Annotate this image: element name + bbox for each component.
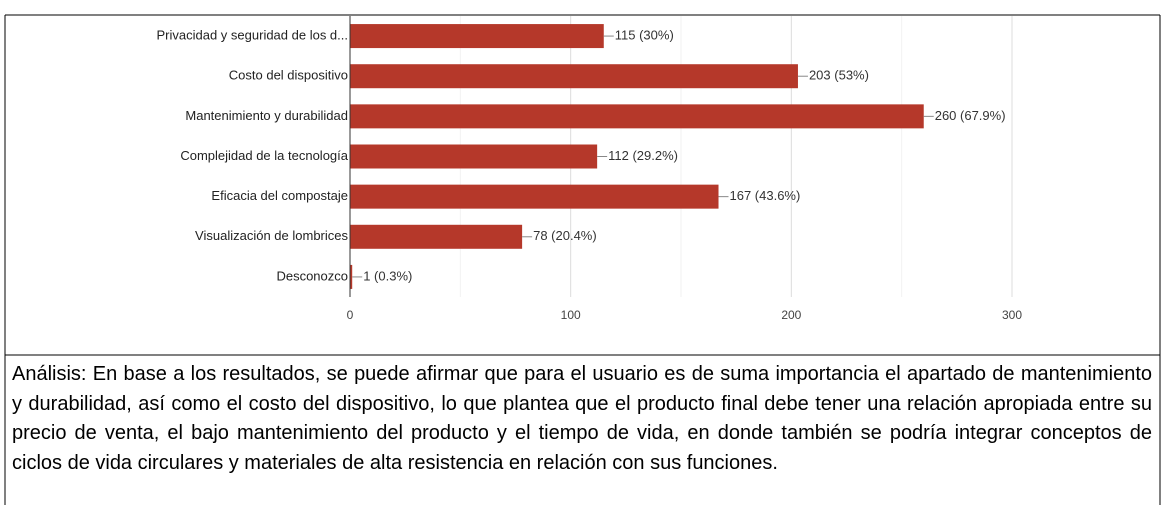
bar — [350, 144, 598, 169]
y-tick-label: Privacidad y seguridad de los d... — [157, 28, 349, 43]
bar — [350, 184, 719, 209]
y-tick-label: Eficacia del compostaje — [211, 188, 348, 203]
data-label: 115 (30%) — [615, 28, 674, 43]
y-tick-label: Costo del dispositivo — [229, 68, 348, 83]
x-tick-label: 0 — [347, 308, 354, 322]
y-tick-label: Mantenimiento y durabilidad — [185, 108, 348, 123]
x-tick-label: 100 — [561, 308, 581, 322]
y-tick-label: Desconozco — [276, 268, 348, 283]
y-tick-label: Complejidad de la tecnología — [180, 148, 348, 163]
analysis-text: Análisis: En base a los resultados, se p… — [12, 363, 1152, 474]
data-label: 167 (43.6%) — [730, 188, 801, 203]
data-label: 1 (0.3%) — [363, 268, 412, 283]
data-label: 260 (67.9%) — [935, 108, 1006, 123]
x-tick-label: 200 — [781, 308, 801, 322]
x-tick-label: 300 — [1002, 308, 1022, 322]
bar — [350, 224, 523, 249]
data-label: 78 (20.4%) — [533, 228, 597, 243]
bar — [350, 24, 604, 49]
data-label: 112 (29.2%) — [608, 148, 678, 163]
data-label: 203 (53%) — [809, 68, 869, 83]
bar — [350, 104, 924, 129]
y-tick-label: Visualización de lombrices — [195, 228, 348, 243]
bar — [350, 264, 353, 289]
bar — [350, 64, 798, 89]
